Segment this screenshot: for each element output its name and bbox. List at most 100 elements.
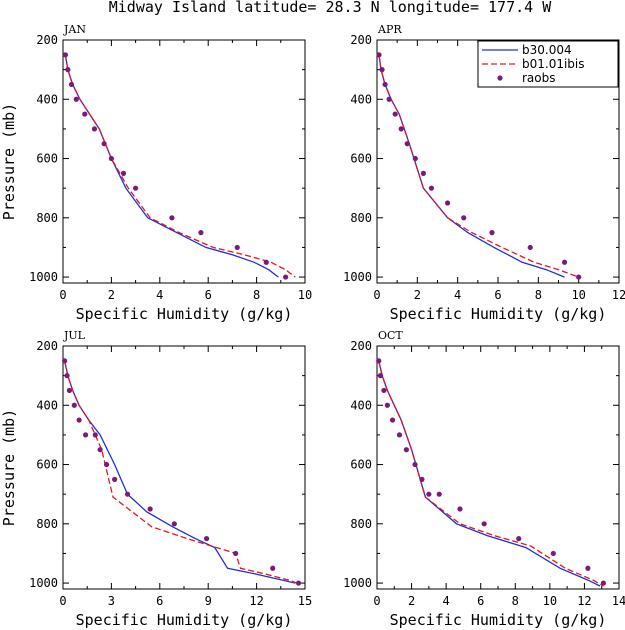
panel-label: JUL — [63, 329, 86, 342]
raobs-point — [481, 521, 487, 527]
series-line-b01-01ibis — [63, 360, 298, 584]
x-tick-label: 6 — [205, 288, 212, 302]
series-line-b30-004 — [378, 54, 565, 278]
y-axis-label: Pressure (mb) — [0, 409, 18, 526]
raobs-point — [62, 52, 69, 58]
raobs-point — [147, 506, 153, 512]
raobs-point — [382, 81, 388, 88]
y-tick-label: 400 — [350, 398, 372, 412]
plot-frame — [62, 39, 306, 284]
series-line-b30-004 — [378, 360, 601, 587]
raobs-point — [461, 215, 467, 221]
raobs-point — [82, 432, 89, 438]
raobs-point — [426, 491, 432, 497]
x-tick-label: 6 — [477, 594, 484, 608]
x-axis-label: Specific Humidity (g/kg) — [76, 611, 293, 629]
raobs-point — [420, 170, 426, 176]
legend-label: b01.01ibis — [522, 57, 585, 71]
plot-frame — [62, 345, 306, 590]
series-line-b30-004 — [64, 54, 279, 278]
raobs-point — [585, 565, 591, 571]
raobs-point — [73, 96, 79, 102]
y-tick-label: 400 — [36, 92, 58, 106]
x-tick-label: 12 — [249, 594, 263, 608]
x-tick-label: 2 — [108, 288, 115, 302]
raobs-point — [576, 274, 582, 280]
raobs-point — [457, 506, 463, 512]
legend-marker-raobs — [497, 75, 503, 81]
x-tick-label: 3 — [108, 594, 115, 608]
y-tick-label: 1000 — [343, 270, 372, 284]
series-line-b01-01ibis — [64, 54, 296, 278]
y-tick-label: 800 — [36, 517, 58, 531]
x-tick-label: 0 — [373, 288, 380, 302]
panel-label: OCT — [378, 329, 403, 342]
x-tick-label: 2 — [408, 594, 415, 608]
raobs-point — [108, 155, 114, 162]
y-tick-label: 200 — [350, 33, 372, 47]
raobs-point — [389, 417, 396, 423]
y-axis-label: Pressure (mb) — [0, 103, 18, 220]
raobs-point — [133, 185, 139, 191]
raobs-point — [419, 476, 425, 482]
x-axis-label: Specific Humidity (g/kg) — [390, 611, 607, 629]
figure-title: Midway Island latitude= 28.3 N longitude… — [109, 0, 552, 16]
raobs-point — [64, 373, 70, 379]
raobs-point — [124, 491, 131, 497]
x-tick-label: 0 — [59, 594, 66, 608]
raobs-point — [376, 52, 382, 58]
raobs-point — [489, 230, 495, 236]
y-tick-label: 200 — [36, 33, 58, 47]
x-tick-label: 12 — [612, 288, 625, 302]
x-tick-label: 0 — [373, 594, 380, 608]
raobs-point — [436, 491, 442, 497]
chart-panel-jul: 0 3 6 9 12 15 200 400 600 800 1000 Specific Humidit… — [0, 329, 312, 629]
raobs-point — [171, 521, 177, 527]
raobs-point — [270, 565, 276, 571]
x-tick-label: 8 — [512, 594, 519, 608]
x-tick-label: 10 — [298, 288, 312, 302]
raobs-point — [403, 447, 409, 453]
raobs-point — [68, 81, 75, 88]
raobs-point — [234, 244, 240, 251]
y-tick-label: 1000 — [29, 576, 58, 590]
raobs-point — [263, 259, 269, 265]
y-tick-label: 600 — [350, 458, 372, 472]
x-tick-label: 4 — [443, 594, 450, 608]
raobs-point — [92, 432, 98, 438]
y-tick-label: 600 — [350, 152, 372, 166]
y-tick-label: 800 — [350, 211, 372, 225]
raobs-point — [396, 432, 403, 438]
x-axis-label: Specific Humidity (g/kg) — [76, 305, 293, 323]
raobs-point — [103, 461, 110, 468]
y-tick-label: 200 — [36, 339, 58, 353]
plot-frame — [376, 345, 620, 590]
y-tick-label: 200 — [350, 339, 372, 353]
panel-label: JAN — [63, 23, 86, 36]
x-tick-label: 8 — [535, 288, 542, 302]
x-tick-label: 15 — [298, 594, 312, 608]
raobs-point — [82, 111, 88, 117]
x-tick-label: 6 — [156, 594, 163, 608]
raobs-point — [71, 402, 77, 408]
y-tick-label: 600 — [36, 458, 58, 472]
panel-label: APR — [377, 23, 402, 36]
raobs-point — [66, 387, 73, 394]
raobs-point — [377, 373, 384, 379]
raobs-point — [76, 417, 82, 423]
x-axis-label: Specific Humidity (g/kg) — [390, 305, 607, 323]
raobs-point — [120, 170, 127, 176]
x-tick-label: 0 — [59, 288, 66, 302]
series-line-b01-01ibis — [378, 54, 579, 278]
raobs-point — [62, 358, 68, 364]
series-line-b01-01ibis — [378, 360, 604, 587]
raobs-point — [233, 550, 239, 557]
x-tick-label: 12 — [577, 594, 591, 608]
raobs-point — [392, 111, 398, 117]
raobs-point — [198, 230, 204, 236]
raobs-point — [561, 259, 568, 265]
raobs-point — [527, 244, 533, 251]
x-tick-label: 2 — [414, 288, 421, 302]
